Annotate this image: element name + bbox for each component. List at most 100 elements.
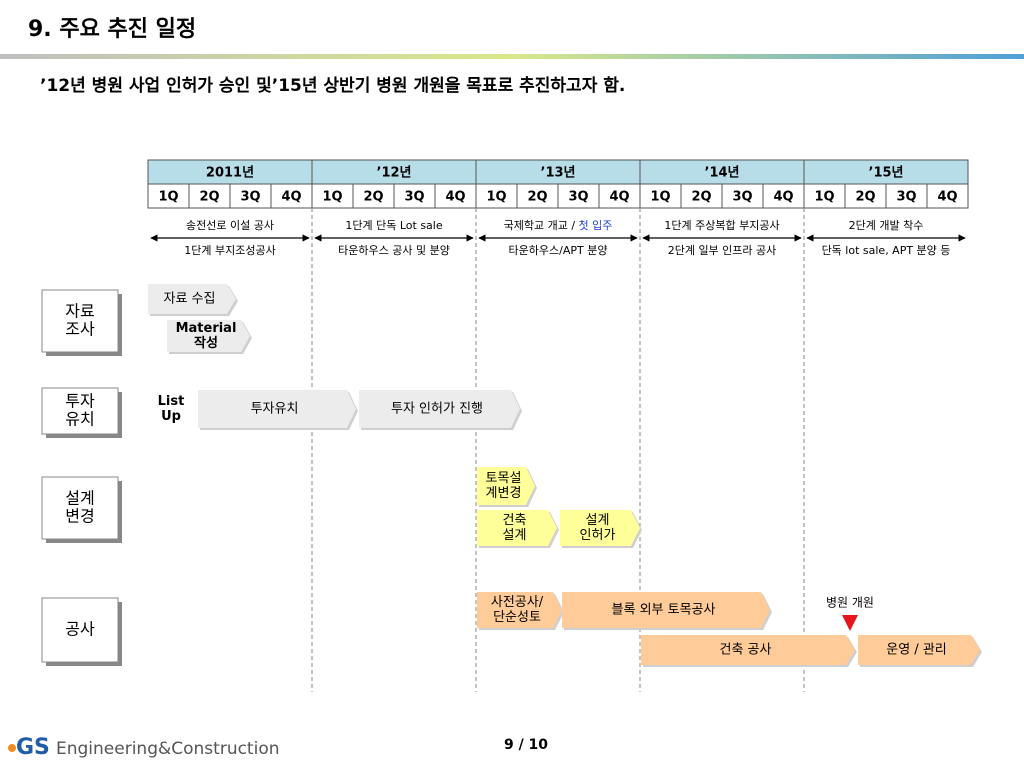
task-arrow	[167, 320, 250, 352]
quarter-label: 2Q	[199, 190, 219, 205]
task-arrow	[562, 592, 770, 628]
label-line: 조사	[65, 320, 95, 339]
milestone-top: 2단계 개발 착수	[849, 219, 924, 232]
label-line: 설계	[503, 528, 527, 543]
year-cell	[803, 159, 969, 185]
label-line: 건축 공사	[720, 643, 772, 658]
label-line: 토목설	[486, 471, 522, 486]
row-label-box	[41, 597, 119, 663]
title-rule	[0, 54, 1024, 59]
label-line: 인허가	[580, 528, 616, 543]
label-line: 운영 / 관리	[886, 643, 947, 658]
milestone-bottom: 단독 lot sale, APT 분양 등	[822, 244, 951, 257]
milestone-bottom: 타운하우스/APT 분양	[509, 243, 608, 257]
quarter-label: 4Q	[609, 190, 629, 205]
label-line: 투자 인허가 진행	[391, 401, 483, 417]
quarter-cell	[188, 183, 231, 209]
year-label: ’15년	[869, 166, 904, 181]
logo-text: Engineering&Construction	[56, 739, 280, 759]
label-line: Up	[161, 409, 181, 424]
event-marker	[842, 615, 858, 631]
label-line: 투자	[65, 392, 95, 411]
milestone-text: 국제학교 개교 /	[504, 219, 579, 232]
quarter-label: 3Q	[896, 190, 916, 205]
quarter-label: 4Q	[773, 190, 793, 205]
year-cell	[311, 159, 477, 185]
milestone-text: 1단계 단독 Lot sale	[345, 219, 442, 232]
row-label-box	[41, 289, 119, 353]
milestone-top: 1단계 주상복합 부지공사	[664, 219, 779, 232]
title: 9. 주요 추진 일정	[28, 17, 196, 42]
quarter-cell	[434, 183, 477, 209]
quarter-label: 2Q	[855, 190, 875, 205]
quarter-label: 1Q	[486, 190, 506, 205]
quarter-cell	[762, 183, 805, 209]
task-arrow	[858, 635, 980, 665]
milestone-text: 송전선로 이설 공사	[186, 219, 274, 232]
quarter-cell	[270, 183, 313, 209]
label-line: 투자유치	[251, 402, 299, 417]
row-label-box	[41, 387, 119, 435]
quarter-cell	[926, 183, 969, 209]
task-arrow	[477, 510, 557, 546]
quarter-label: 1Q	[650, 190, 670, 205]
milestone-top: 1단계 단독 Lot sale	[345, 219, 442, 232]
quarter-label: 2Q	[363, 190, 383, 205]
year-label: ’13년	[541, 166, 576, 181]
subtitle: ’12년 병원 사업 인허가 승인 및’15년 상반기 병원 개원을 목표로 추…	[40, 75, 625, 96]
year-cell	[147, 159, 313, 185]
task-arrow	[477, 592, 562, 628]
quarter-label: 1Q	[814, 190, 834, 205]
quarter-cell	[721, 183, 764, 209]
row-label-box	[41, 476, 119, 540]
label-line: 블록 외부 토목공사	[612, 603, 716, 618]
logo-dot	[8, 744, 16, 752]
milestone-top: 국제학교 개교 / 첫 입주	[504, 219, 613, 232]
quarter-cell	[844, 183, 887, 209]
label-line: 자료	[65, 302, 94, 321]
year-label: ’14년	[705, 166, 740, 181]
task-arrow	[148, 284, 236, 314]
task-arrow	[198, 390, 356, 428]
year-label: ’12년	[377, 166, 412, 181]
quarter-label: 3Q	[732, 190, 752, 205]
milestone-bottom: 1단계 부지조성공사	[184, 244, 275, 257]
quarter-label: 3Q	[568, 190, 588, 205]
label-line: List	[158, 394, 185, 409]
quarter-label: 4Q	[281, 190, 301, 205]
milestone-text: 2단계 개발 착수	[849, 219, 924, 232]
quarter-label: 1Q	[322, 190, 342, 205]
quarter-label: 3Q	[240, 190, 260, 205]
label-line: 설계	[65, 489, 94, 508]
quarter-label: 1Q	[158, 190, 178, 205]
event-label: 병원 개원	[826, 596, 874, 610]
milestone-bottom: 2단계 일부 인프라 공사	[668, 243, 777, 257]
quarter-cell	[557, 183, 600, 209]
quarter-label: 4Q	[937, 190, 957, 205]
year-label: 2011년	[206, 166, 254, 181]
task-arrow	[641, 635, 855, 665]
quarter-label: 2Q	[691, 190, 711, 205]
quarter-label: 3Q	[404, 190, 424, 205]
task-arrow	[560, 510, 640, 546]
label-line: 자료 수집	[164, 292, 216, 307]
quarter-cell	[475, 183, 518, 209]
milestone-bottom: 타운하우스 공사 및 분양	[338, 243, 450, 257]
label-line: 작성	[194, 335, 218, 351]
milestone-highlight: 첫 입주	[579, 219, 613, 232]
quarter-cell	[147, 183, 190, 209]
quarter-cell	[598, 183, 641, 209]
label-line: 설계	[586, 513, 610, 528]
label-line: 유치	[65, 410, 94, 429]
logo-mark: GS	[16, 735, 50, 760]
quarter-cell	[393, 183, 436, 209]
task-arrow	[477, 467, 535, 505]
label-line: 변경	[65, 507, 94, 526]
quarter-cell	[885, 183, 928, 209]
label-line: 단순성토	[493, 610, 541, 625]
schedule: 2011년 1Q 2Q 3Q 4Q 송전선로 이설 공사 1단계 부지조성공사 ’12년 1Q 2…	[41, 159, 982, 692]
milestone-text: 1단계 주상복합 부지공사	[664, 219, 779, 232]
task-arrow	[359, 390, 520, 428]
label-line: Material	[176, 321, 237, 336]
